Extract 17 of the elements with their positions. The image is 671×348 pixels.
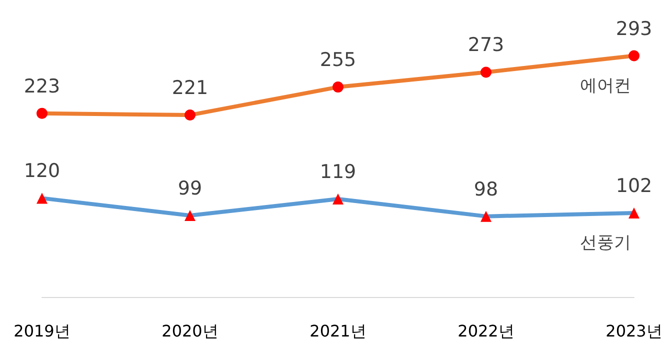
data-label: 293 [616, 18, 652, 40]
data-label: 98 [474, 178, 498, 200]
data-label: 273 [468, 34, 504, 56]
data-label: 99 [178, 177, 202, 200]
data-label: 119 [320, 161, 356, 184]
x-tick-label: 2021년 [310, 322, 366, 340]
x-tick-label: 2022년 [458, 322, 514, 340]
data-label: 223 [24, 75, 60, 98]
x-tick-label: 2019년 [14, 322, 70, 340]
data-label: 120 [24, 160, 60, 182]
series-label: 에어컨 [580, 76, 631, 96]
x-tick-label: 2020년 [162, 322, 218, 340]
data-label: 255 [320, 49, 356, 72]
data-label: 102 [616, 175, 652, 198]
x-tick-label: 2023년 [606, 322, 662, 340]
series-label: 선풍기 [580, 233, 631, 254]
data-label: 221 [172, 77, 208, 100]
